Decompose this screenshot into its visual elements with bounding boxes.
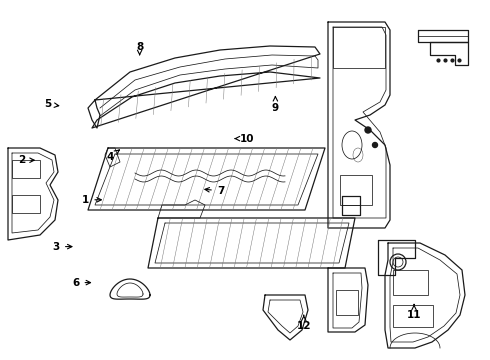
Text: 12: 12: [296, 315, 311, 331]
Text: 10: 10: [235, 134, 255, 144]
Text: 4: 4: [106, 150, 119, 162]
Bar: [12, 160, 40, 178]
Text: 8: 8: [136, 42, 143, 55]
Text: 11: 11: [407, 305, 421, 320]
Bar: [340, 175, 372, 205]
Text: 9: 9: [272, 96, 279, 113]
Bar: [12, 195, 40, 213]
Text: 2: 2: [19, 155, 34, 165]
Bar: [336, 290, 358, 315]
Bar: [393, 270, 428, 295]
Bar: [393, 305, 433, 327]
Text: 7: 7: [205, 186, 224, 196]
Circle shape: [372, 143, 377, 148]
Text: 6: 6: [73, 278, 91, 288]
Circle shape: [365, 127, 371, 133]
Text: 5: 5: [45, 99, 59, 109]
Text: 3: 3: [53, 242, 72, 252]
Text: 1: 1: [82, 195, 101, 205]
